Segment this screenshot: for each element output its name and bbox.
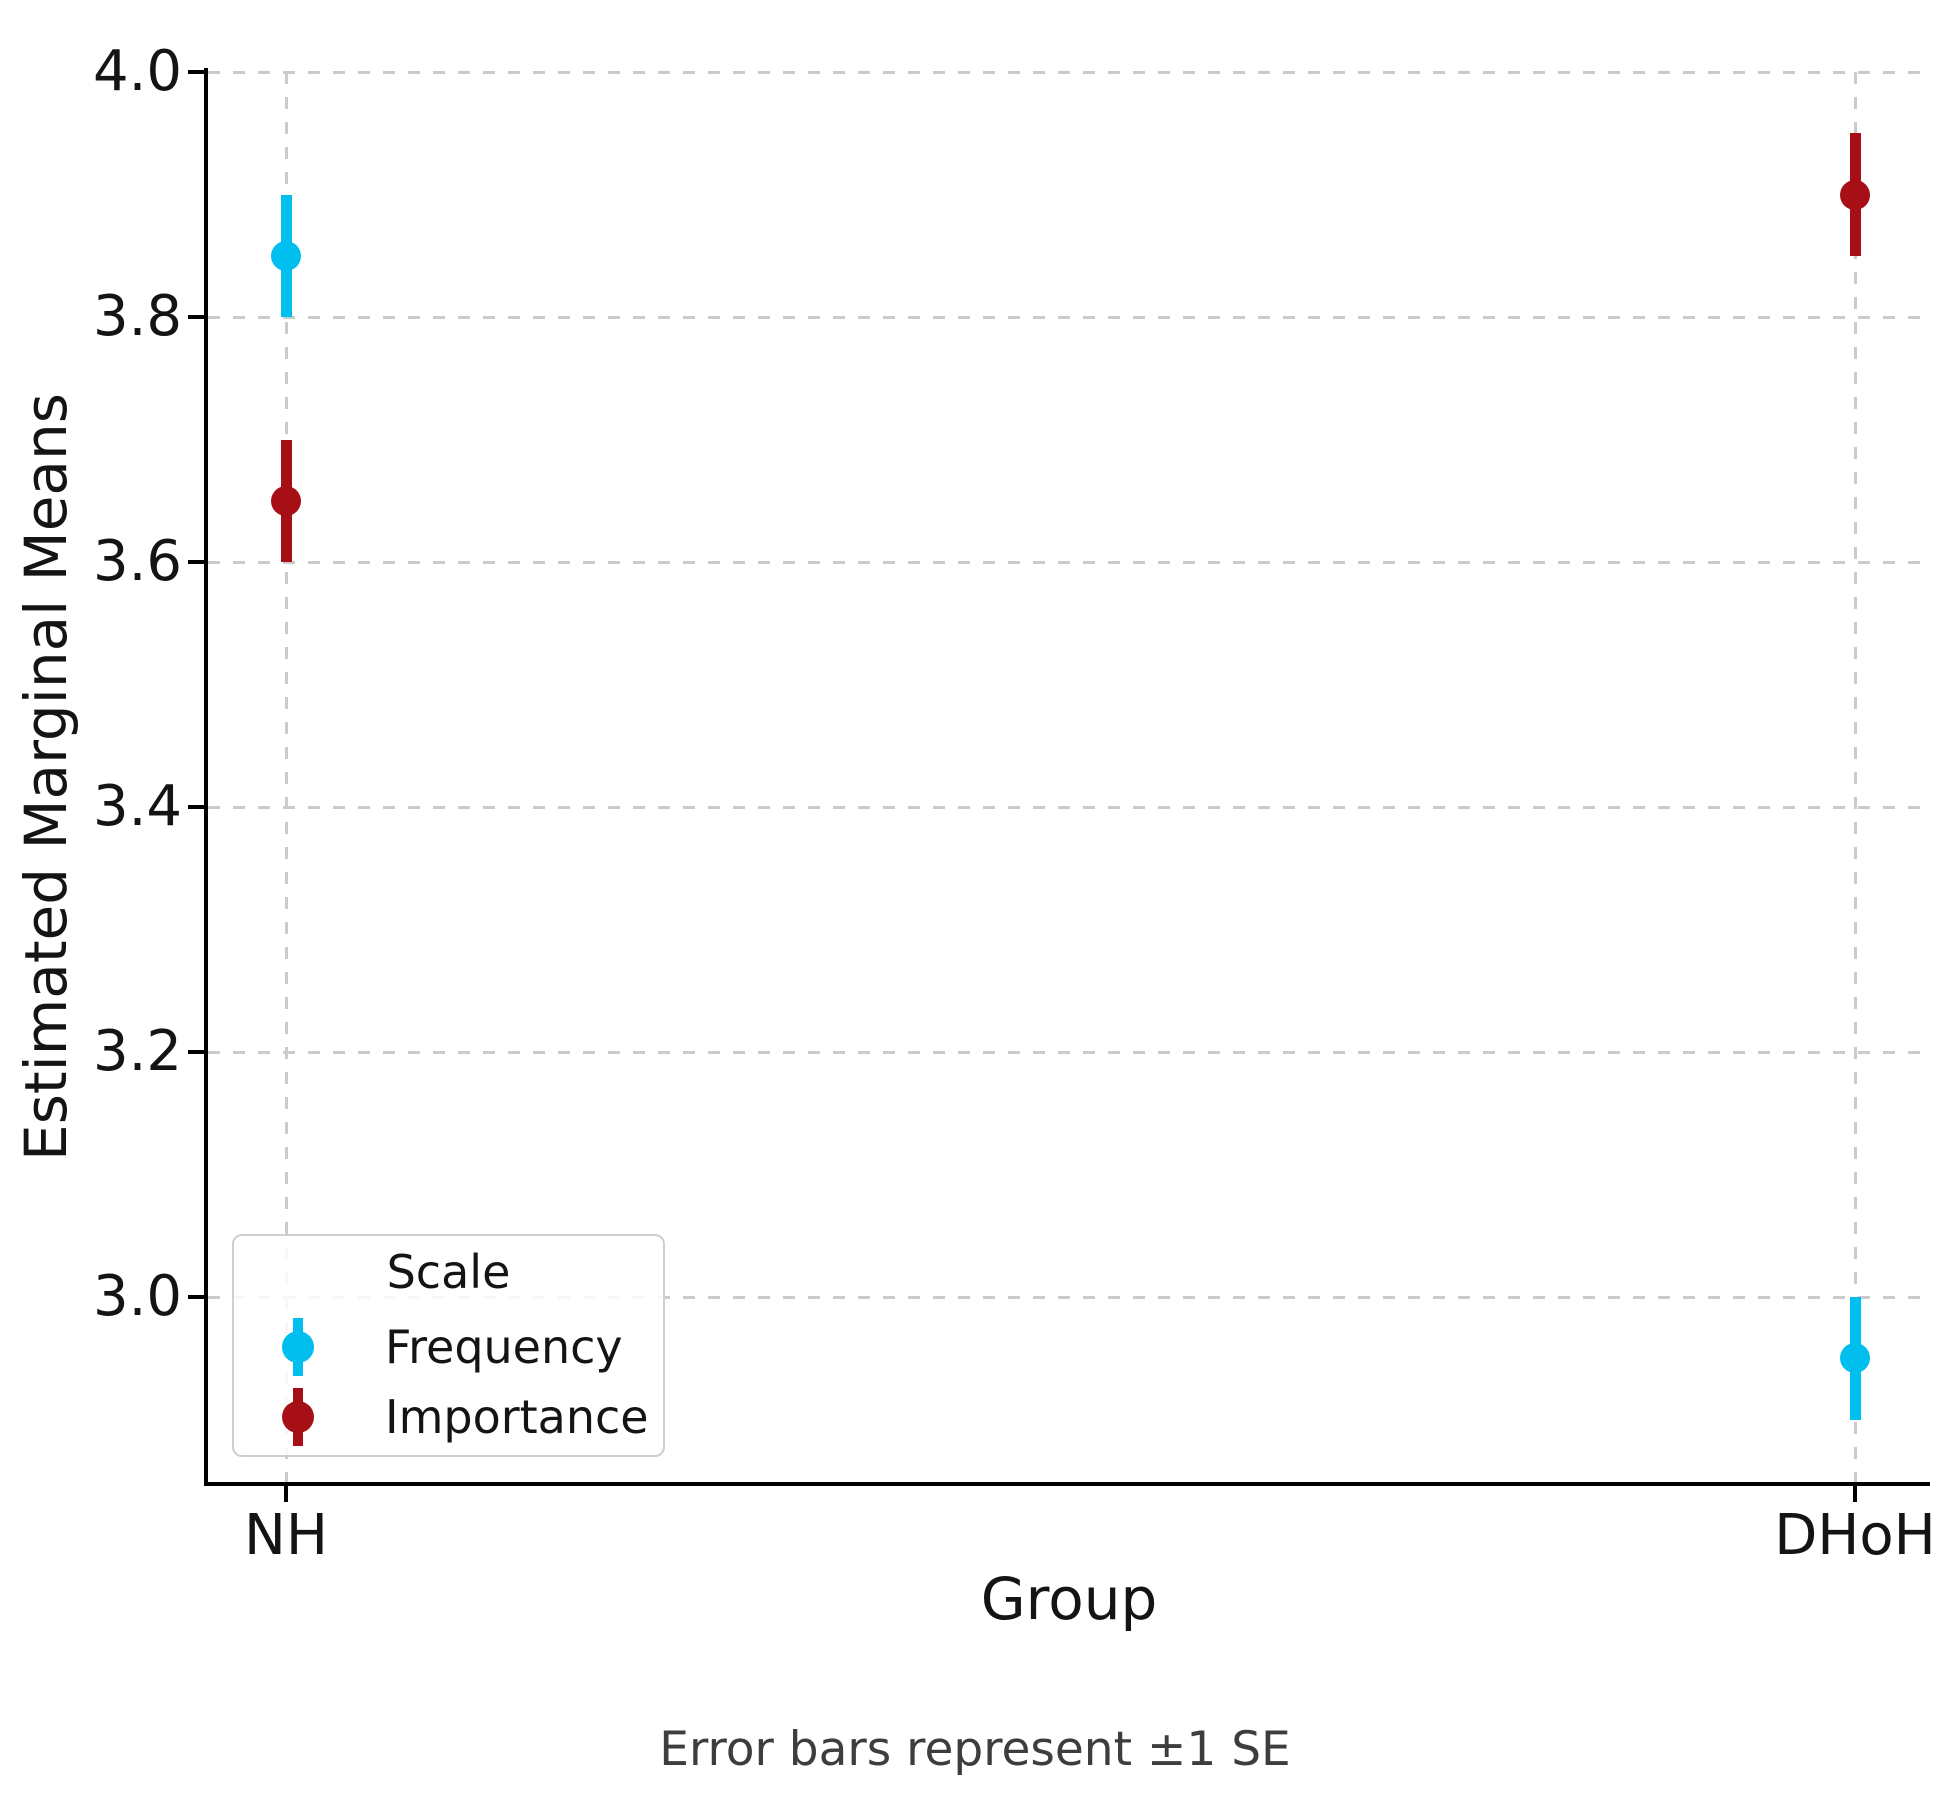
gridline-y-3.8 (208, 315, 1930, 319)
ytick-mark-3.4 (188, 805, 204, 809)
point-frequency-NH (271, 240, 301, 271)
legend-marker-dot-importance (282, 1401, 314, 1433)
caption: Error bars represent ±1 SE (659, 1722, 1291, 1777)
ytick-mark-4.0 (188, 70, 204, 74)
ytick-mark-3.2 (188, 1050, 204, 1055)
gridline-y-3.0 (208, 1295, 1930, 1299)
y-axis-spine (204, 68, 208, 1486)
xtick-mark-DHoH (1853, 1486, 1857, 1502)
legend-label-importance: Importance (385, 1390, 649, 1444)
ytick-mark-3.0 (188, 1295, 204, 1300)
gridline-y-3.2 (208, 1050, 1930, 1054)
gridline-y-3.6 (208, 560, 1930, 564)
gridline-y-3.4 (208, 805, 1930, 809)
gridline-x-NH (284, 72, 288, 1482)
ytick-label-3.2: 3.2 (92, 1019, 182, 1085)
legend-marker-dot-frequency (282, 1331, 314, 1363)
point-importance-NH (271, 485, 301, 516)
point-frequency-DHoH (1840, 1343, 1870, 1374)
xtick-label-NH: NH (244, 1503, 328, 1568)
ytick-label-3.8: 3.8 (92, 284, 182, 349)
ytick-label-3.6: 3.6 (92, 529, 182, 594)
ytick-label-4.0: 4.0 (92, 39, 182, 104)
xtick-mark-NH (284, 1486, 288, 1502)
ytick-mark-3.8 (188, 315, 204, 319)
legend-title: Scale (386, 1245, 511, 1299)
x-axis-title: Group (980, 1565, 1158, 1633)
ytick-label-3.4: 3.4 (92, 774, 182, 839)
gridline-y-4.0 (208, 70, 1930, 74)
xtick-label-DHoH: DHoH (1774, 1503, 1936, 1568)
ytick-label-3.0: 3.0 (92, 1264, 182, 1330)
ytick-mark-3.6 (188, 560, 204, 564)
gridline-x-DHoH (1853, 72, 1857, 1482)
legend: Scale Frequency Importance (232, 1234, 665, 1457)
legend-label-frequency: Frequency (385, 1320, 623, 1374)
x-axis-spine (204, 1482, 1930, 1486)
point-importance-DHoH (1840, 179, 1870, 210)
